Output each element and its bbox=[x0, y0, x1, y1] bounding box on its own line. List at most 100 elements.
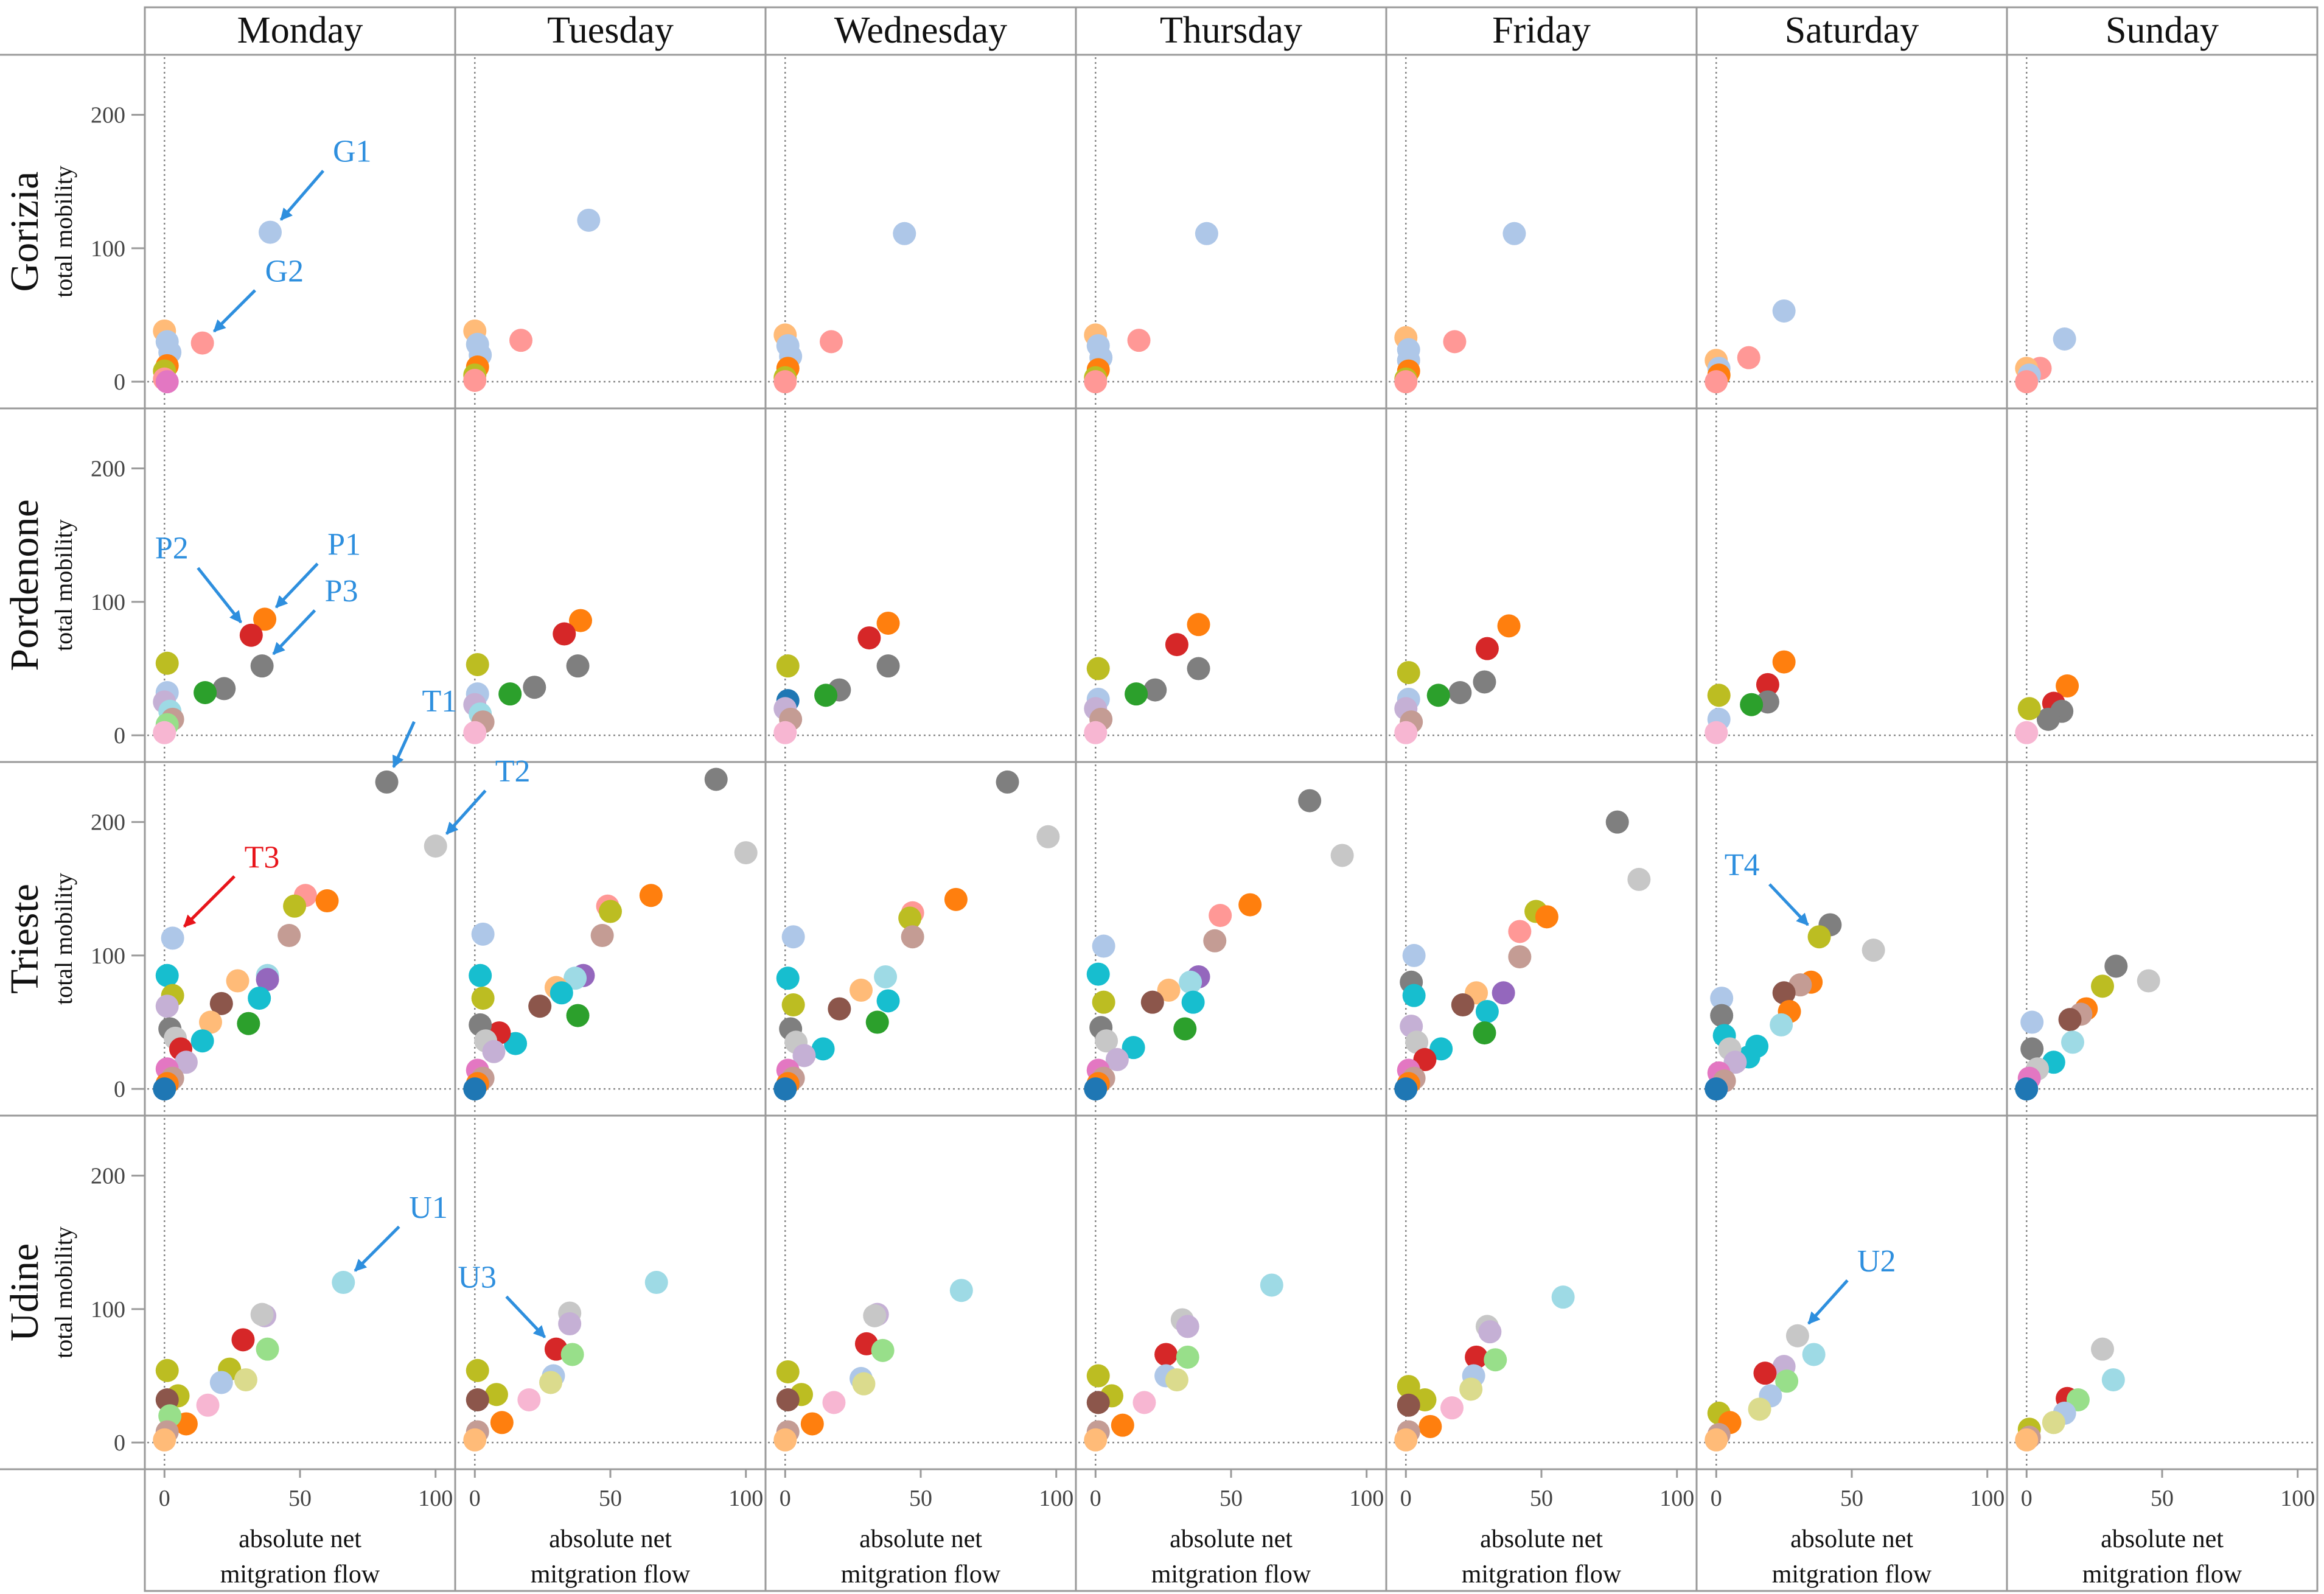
panel-pordenone-tuesday bbox=[458, 411, 763, 760]
data-point bbox=[1772, 650, 1796, 674]
data-point bbox=[996, 770, 1019, 794]
x-axis-title-line2: mitgration flow bbox=[1151, 1561, 1311, 1589]
data-point bbox=[776, 1388, 800, 1411]
data-point bbox=[2091, 1337, 2114, 1361]
x-axis-title-line2: mitgration flow bbox=[1462, 1561, 1622, 1589]
data-point bbox=[865, 1010, 889, 1034]
data-point bbox=[1105, 1047, 1129, 1071]
data-point bbox=[1298, 789, 1322, 813]
panel-pordenone-sunday bbox=[2009, 411, 2315, 760]
panel-trieste-friday bbox=[1389, 764, 1694, 1113]
data-point bbox=[153, 1428, 176, 1452]
data-point bbox=[550, 981, 573, 1005]
data-point bbox=[194, 680, 217, 704]
data-point bbox=[644, 1271, 668, 1295]
data-point bbox=[1426, 683, 1450, 707]
data-point bbox=[1484, 1348, 1507, 1372]
annotation-arrow bbox=[505, 1295, 546, 1338]
data-point bbox=[773, 721, 797, 744]
data-point bbox=[471, 987, 495, 1010]
data-point bbox=[1627, 867, 1651, 891]
x-axes: 0 50 100 absolute net mitgration flow 0 50 100 a… bbox=[159, 1469, 2315, 1589]
data-point bbox=[1705, 1077, 1728, 1101]
data-point bbox=[553, 622, 576, 646]
data-point bbox=[1086, 1364, 1110, 1388]
x-tick-label: 0 bbox=[469, 1486, 481, 1511]
data-point bbox=[1402, 984, 1426, 1007]
y-tick-label: 0 bbox=[114, 723, 125, 749]
data-point bbox=[577, 208, 601, 232]
x-tick-label: 100 bbox=[1039, 1486, 1073, 1511]
data-point bbox=[822, 1391, 846, 1414]
data-point bbox=[773, 1428, 797, 1452]
x-tick-label: 100 bbox=[418, 1486, 453, 1511]
panel-trieste-saturday bbox=[1699, 764, 2005, 1113]
data-point bbox=[466, 1388, 489, 1411]
data-point bbox=[1187, 613, 1210, 637]
annotation-label: T4 bbox=[1725, 848, 1760, 883]
data-point bbox=[155, 995, 179, 1018]
panel-pordenone-monday bbox=[147, 411, 453, 760]
x-axis-title-line2: mitgration flow bbox=[531, 1561, 691, 1589]
data-point bbox=[1807, 925, 1831, 949]
data-point bbox=[560, 1343, 584, 1366]
data-point bbox=[1154, 1343, 1178, 1366]
data-point bbox=[375, 770, 399, 794]
data-point bbox=[876, 654, 900, 678]
data-point bbox=[2017, 697, 2041, 721]
x-tick-label: 100 bbox=[2280, 1486, 2315, 1511]
data-point bbox=[190, 331, 214, 355]
panel-pordenone-saturday bbox=[1699, 411, 2005, 760]
x-tick-label: 50 bbox=[1840, 1486, 1863, 1511]
data-point bbox=[1429, 1037, 1453, 1061]
data-point bbox=[256, 968, 279, 991]
panel-gorizia-sunday bbox=[2009, 57, 2315, 406]
data-point bbox=[792, 1044, 816, 1068]
y-tick-label: 200 bbox=[91, 1164, 125, 1189]
x-tick-label: 50 bbox=[1220, 1486, 1243, 1511]
data-point bbox=[239, 623, 263, 647]
y-tick-label: 0 bbox=[114, 369, 125, 395]
data-point bbox=[1084, 1077, 1108, 1101]
annotation-label: G1 bbox=[333, 135, 372, 169]
data-point bbox=[1740, 693, 1764, 716]
data-point bbox=[259, 220, 282, 244]
data-point bbox=[490, 1411, 514, 1435]
data-point bbox=[1473, 1021, 1496, 1045]
data-point bbox=[566, 654, 590, 678]
x-tick-label: 0 bbox=[2021, 1486, 2033, 1511]
y-axis-title: total mobility bbox=[50, 166, 77, 298]
panel-gorizia-monday bbox=[147, 57, 453, 406]
data-point bbox=[1475, 637, 1499, 660]
data-point bbox=[1132, 1391, 1156, 1414]
data-point bbox=[1086, 962, 1110, 986]
annotation-p2: P2 bbox=[155, 531, 243, 624]
data-point bbox=[1475, 999, 1499, 1023]
data-point bbox=[1502, 222, 1526, 245]
data-point bbox=[509, 329, 532, 352]
data-point bbox=[1756, 673, 1779, 696]
data-point bbox=[248, 987, 271, 1010]
data-point bbox=[852, 1372, 876, 1396]
day-header-monday: Monday bbox=[237, 10, 363, 51]
data-point bbox=[773, 370, 797, 394]
data-point bbox=[1084, 1428, 1108, 1452]
data-point bbox=[466, 652, 489, 676]
data-point bbox=[639, 884, 663, 907]
data-point bbox=[863, 1304, 887, 1327]
outer-border bbox=[144, 6, 2319, 1592]
day-header-friday: Friday bbox=[1492, 10, 1591, 51]
data-point bbox=[569, 609, 592, 632]
panel-udine-thursday bbox=[1078, 1118, 1384, 1467]
data-point bbox=[1753, 1362, 1777, 1385]
annotation-g2: G2 bbox=[212, 254, 304, 333]
data-point bbox=[828, 997, 851, 1021]
x-axis-title-line1: absolute net bbox=[1480, 1525, 1603, 1553]
y-tick-label: 0 bbox=[114, 1430, 125, 1456]
row-label-trieste: Trieste bbox=[2, 884, 47, 994]
annotation-arrow bbox=[272, 609, 316, 655]
data-point bbox=[2015, 721, 2039, 744]
data-point bbox=[2036, 707, 2060, 731]
y-tick-label: 200 bbox=[91, 103, 125, 128]
day-column-headers: Monday Tuesday Wednesday Thursday Friday Satu… bbox=[237, 10, 2219, 51]
